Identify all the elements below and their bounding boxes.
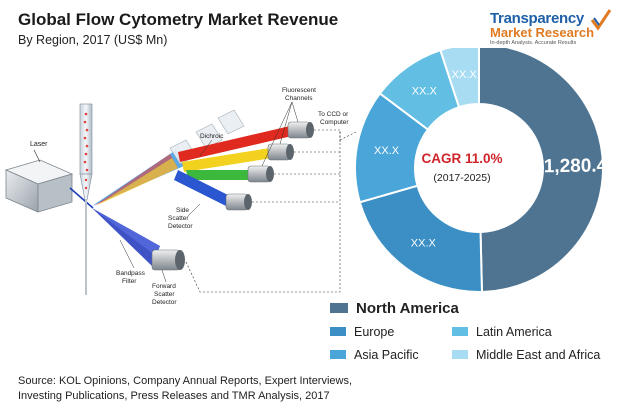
- to-ccd-label: To CCD or: [318, 111, 349, 118]
- computer-label: Computer: [320, 119, 349, 126]
- revenue-donut-chart: US$ 1,280.4 Mn XX.X XX.X XX.X XX.X CAGR 11.0…: [354, 48, 620, 293]
- logo-tagline: In-depth Analysis. Accurate Results: [490, 40, 577, 46]
- legend-label: Middle East and Africa: [476, 348, 601, 362]
- slice-value-part: US$: [521, 162, 539, 172]
- donut-slice-middle-east-and-africa: [439, 48, 480, 109]
- logo-line2: Market Research: [490, 25, 595, 40]
- scatter-label: Scatter: [168, 215, 189, 222]
- legend-swatch: [330, 327, 346, 337]
- source-note: Source: KOL Opinions, Company Annual Rep…: [18, 374, 352, 404]
- forward-label: Forward: [152, 283, 176, 290]
- forward-detector-label: Detector: [152, 299, 177, 306]
- legend-item-europe: Europe: [330, 325, 394, 339]
- legend-swatch: [330, 350, 346, 360]
- fluorescent-detectors: [151, 121, 314, 271]
- filter-label: Filter: [122, 278, 137, 285]
- fluorescent-label: Fluorescent: [282, 87, 316, 94]
- page-subtitle: By Region, 2017 (US$ Mn): [18, 33, 168, 47]
- channels-label: Channels: [285, 95, 313, 102]
- legend-label: Latin America: [476, 325, 552, 339]
- svg-text:US$ 1,280.4 Mn: US$ 1,280.4 Mn: [521, 155, 620, 177]
- legend-item-middle-east-africa: Middle East and Africa: [452, 348, 600, 362]
- legend-swatch: [330, 303, 348, 314]
- legend-label: Asia Pacific: [354, 348, 419, 362]
- page-title: Global Flow Cytometry Market Revenue: [18, 10, 339, 29]
- donut-slice-north-america: [478, 48, 605, 293]
- slice-label-middle-east-and-africa: XX.X: [452, 69, 478, 81]
- flow-cytometer-diagram: Laser: [4, 87, 357, 306]
- laser-unit: [4, 159, 74, 213]
- red-channel-beam: [178, 126, 292, 162]
- source-line-2: Investing Publications, Press Releases a…: [18, 390, 330, 402]
- logo-line1: Transparency: [490, 10, 584, 27]
- slice-value-part: Mn: [612, 161, 620, 171]
- side-label: Side: [176, 207, 189, 214]
- cagr-period: (2017-2025): [433, 172, 490, 184]
- signal-lines: [185, 129, 357, 293]
- legend-item-north-america: North America: [330, 300, 459, 317]
- legend-item-asia-pacific: Asia Pacific: [330, 348, 419, 362]
- forward-scatter-label: Scatter: [154, 291, 175, 298]
- flow-nozzle: [79, 103, 93, 295]
- legend-swatch: [452, 327, 468, 337]
- donut-slice-europe: [358, 184, 483, 293]
- laser-beam: [69, 187, 94, 209]
- green-channel-beam: [186, 170, 252, 180]
- bandpass-label: Bandpass: [116, 270, 146, 277]
- yellow-channel-beam: [182, 148, 272, 172]
- north-america-value-label: US$ 1,280.4 Mn: [521, 155, 620, 177]
- detector-label: Detector: [168, 223, 193, 230]
- slice-label-asia-pacific: XX.X: [374, 145, 400, 157]
- dichroic-label: Dichroic: [200, 133, 224, 140]
- slice-label-latin-america: XX.X: [412, 85, 438, 97]
- tmr-logo: Transparency Market Research In-depth An…: [490, 9, 612, 58]
- laser-label: Laser: [30, 141, 48, 148]
- source-line-1: Source: KOL Opinions, Company Annual Rep…: [18, 375, 353, 387]
- legend-label: Europe: [354, 325, 395, 339]
- legend-label: North America: [356, 300, 459, 317]
- blue-channel-beam: [174, 170, 230, 206]
- legend-item-latin-america: Latin America: [452, 325, 552, 339]
- forward-scatter-beam: [92, 208, 160, 266]
- cagr-label: CAGR 11.0%: [421, 151, 502, 166]
- slice-label-europe: XX.X: [411, 238, 437, 250]
- legend-swatch: [452, 350, 468, 360]
- slice-value-part: 1,280.4: [538, 155, 612, 177]
- checkmark-swoosh-icon: [590, 9, 612, 31]
